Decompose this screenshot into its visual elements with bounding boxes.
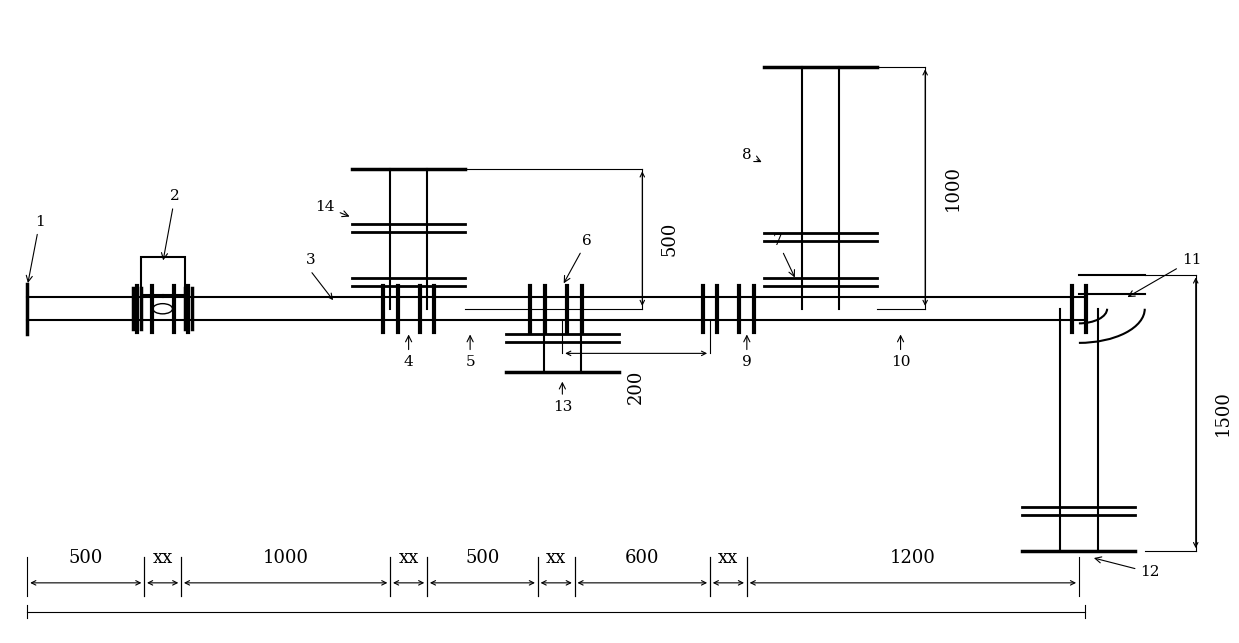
Text: 200: 200 bbox=[627, 369, 646, 404]
Text: 500: 500 bbox=[68, 549, 103, 567]
Text: 7: 7 bbox=[773, 234, 794, 276]
Text: 6: 6 bbox=[564, 234, 592, 282]
Text: 9: 9 bbox=[742, 336, 752, 369]
Text: 13: 13 bbox=[553, 383, 572, 413]
Text: 500: 500 bbox=[660, 221, 679, 256]
Text: 4: 4 bbox=[404, 336, 414, 369]
Text: 11: 11 bbox=[1129, 253, 1201, 296]
Text: 1200: 1200 bbox=[890, 549, 935, 567]
Text: 14: 14 bbox=[316, 199, 348, 217]
Text: xx: xx bbox=[152, 549, 172, 567]
Text: 5: 5 bbox=[466, 336, 475, 369]
Text: xx: xx bbox=[719, 549, 738, 567]
Text: 8: 8 bbox=[742, 148, 761, 161]
Text: 1000: 1000 bbox=[944, 165, 961, 211]
Text: 10: 10 bbox=[891, 336, 911, 369]
Text: 2: 2 bbox=[161, 190, 180, 259]
Bar bbox=[140, 257, 185, 295]
Text: 3: 3 bbox=[306, 253, 315, 267]
Text: xx: xx bbox=[399, 549, 419, 567]
Text: 600: 600 bbox=[624, 549, 659, 567]
Text: 1500: 1500 bbox=[1214, 390, 1232, 436]
Text: 12: 12 bbox=[1095, 557, 1160, 579]
Text: 1000: 1000 bbox=[263, 549, 309, 567]
Text: 1: 1 bbox=[26, 215, 45, 282]
Text: xx: xx bbox=[546, 549, 566, 567]
Text: 500: 500 bbox=[465, 549, 499, 567]
